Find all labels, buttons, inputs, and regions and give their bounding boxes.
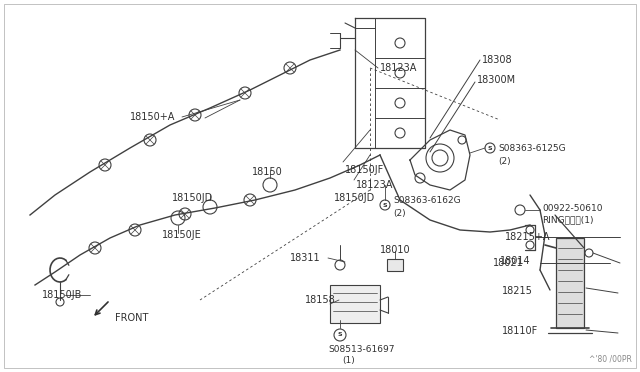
Text: 18158: 18158 [305, 295, 336, 305]
Text: S: S [488, 145, 492, 151]
Text: 18150JE: 18150JE [162, 230, 202, 240]
Bar [387, 259, 403, 271]
Text: 18014: 18014 [500, 256, 531, 266]
Text: 18215: 18215 [502, 286, 533, 296]
Text: 18010: 18010 [380, 245, 411, 255]
Text: S08363-6125G: S08363-6125G [498, 144, 566, 153]
Text: (2): (2) [498, 157, 511, 166]
Text: 18123A: 18123A [380, 63, 417, 73]
Text: S: S [383, 202, 387, 208]
Text: FRONT: FRONT [115, 313, 148, 323]
Text: 18150JD: 18150JD [334, 193, 375, 203]
Text: 18311: 18311 [290, 253, 321, 263]
Text: 18308: 18308 [482, 55, 513, 65]
Text: S08513-61697: S08513-61697 [328, 344, 394, 353]
Text: 18021: 18021 [493, 258, 524, 268]
Text: 18150: 18150 [252, 167, 283, 177]
Text: S08363-6162G: S08363-6162G [393, 196, 461, 205]
Text: 00922-50610: 00922-50610 [542, 203, 602, 212]
Text: 18110F: 18110F [502, 326, 538, 336]
Bar [330, 285, 380, 323]
Text: RINGリング(1): RINGリング(1) [542, 215, 593, 224]
Text: 18150JB: 18150JB [42, 290, 83, 300]
Text: 18123A: 18123A [356, 180, 394, 190]
Text: ^'80 /00PR: ^'80 /00PR [589, 355, 632, 364]
Text: 18150JD: 18150JD [172, 193, 213, 203]
Text: (1): (1) [342, 356, 355, 365]
Text: S: S [338, 333, 342, 337]
Text: 18215+A: 18215+A [505, 232, 550, 242]
Text: 18300M: 18300M [477, 75, 516, 85]
Text: 18150JF: 18150JF [345, 165, 384, 175]
Text: 18150+A: 18150+A [130, 112, 175, 122]
Bar [556, 238, 584, 328]
Text: (2): (2) [393, 208, 406, 218]
